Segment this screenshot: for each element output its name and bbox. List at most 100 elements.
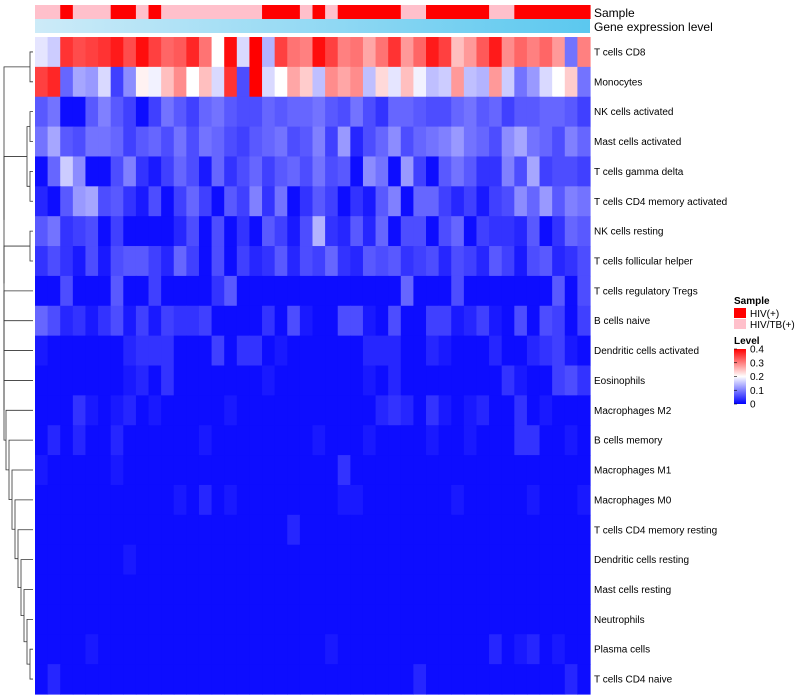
heatmap-cell bbox=[98, 126, 112, 158]
heatmap-cell bbox=[362, 425, 377, 456]
heatmap-cell bbox=[312, 425, 326, 456]
heatmap-cell bbox=[249, 514, 263, 546]
dendrogram-branch bbox=[20, 559, 33, 617]
heatmap-cell bbox=[476, 455, 490, 486]
heatmap-cell bbox=[312, 186, 326, 217]
heatmap-cell bbox=[72, 335, 87, 367]
heatmap-cell bbox=[198, 66, 213, 98]
heatmap-cell bbox=[489, 156, 503, 187]
heatmap-cell bbox=[451, 604, 465, 635]
heatmap-cell bbox=[501, 395, 515, 426]
heatmap-cell bbox=[413, 156, 427, 187]
heatmap-cell bbox=[514, 365, 528, 396]
heatmap-cell bbox=[362, 484, 377, 516]
heatmap-cell bbox=[186, 216, 200, 247]
heatmap-cell bbox=[262, 425, 276, 456]
heatmap-cell bbox=[249, 664, 263, 695]
heatmap-cell bbox=[299, 425, 314, 456]
heatmap-cell bbox=[35, 484, 49, 516]
heatmap-cell bbox=[274, 514, 288, 546]
heatmap-cell bbox=[451, 186, 465, 217]
heatmap-cell bbox=[173, 634, 187, 665]
heatmap-cell bbox=[299, 246, 314, 277]
heatmap-cell bbox=[463, 216, 478, 247]
heatmap-cell bbox=[224, 664, 238, 695]
heatmap-cell bbox=[262, 186, 276, 217]
heatmap-cell bbox=[173, 305, 187, 337]
heatmap-cell bbox=[325, 574, 339, 606]
heatmap-cell bbox=[375, 455, 389, 486]
heatmap-cell bbox=[60, 305, 74, 337]
heatmap-cell bbox=[451, 275, 465, 307]
heatmap-cell bbox=[161, 484, 175, 516]
sample-annotation-cell bbox=[463, 5, 478, 19]
heatmap-cell bbox=[211, 544, 225, 576]
heatmap-cell bbox=[463, 96, 478, 128]
heatmap-cell bbox=[72, 634, 87, 665]
heatmap-cell bbox=[564, 216, 578, 247]
heatmap-cell bbox=[514, 484, 528, 516]
heatmap-cell bbox=[186, 365, 200, 396]
heatmap-cell bbox=[274, 246, 288, 277]
heatmap-cell bbox=[451, 96, 465, 128]
heatmap-cell bbox=[85, 514, 99, 546]
heatmap-cell bbox=[526, 96, 541, 128]
heatmap-cell bbox=[337, 634, 351, 665]
heatmap-cell bbox=[426, 186, 440, 217]
heatmap-cell bbox=[287, 365, 301, 396]
heatmap-cell bbox=[249, 216, 263, 247]
heatmap-cell bbox=[552, 305, 566, 337]
heatmap-cell bbox=[35, 96, 49, 128]
heatmap-cell bbox=[85, 335, 99, 367]
heatmap-cell bbox=[552, 365, 566, 396]
heatmap-cell bbox=[148, 216, 162, 247]
heatmap-cell bbox=[110, 425, 124, 456]
heatmap-cell bbox=[287, 126, 301, 158]
heatmap-cell bbox=[438, 514, 452, 546]
dendrogram-branch bbox=[29, 111, 33, 142]
heatmap-cell bbox=[135, 664, 150, 695]
heatmap-cell bbox=[438, 216, 452, 247]
heatmap-cell bbox=[539, 305, 553, 337]
heatmap-cell bbox=[426, 216, 440, 247]
heatmap-cell bbox=[476, 335, 490, 367]
heatmap-cell bbox=[312, 305, 326, 337]
heatmap-cell bbox=[72, 156, 87, 187]
heatmap-cell bbox=[249, 604, 263, 635]
heatmap-cell bbox=[110, 335, 124, 367]
heatmap-cell bbox=[85, 66, 99, 98]
heatmap-cell bbox=[224, 246, 238, 277]
heatmap-cell bbox=[98, 305, 112, 337]
heatmap-cell bbox=[148, 604, 162, 635]
sample-annotation-cell bbox=[60, 5, 74, 19]
heatmap-cell bbox=[463, 37, 478, 68]
heatmap-cell bbox=[98, 216, 112, 247]
heatmap-cell bbox=[236, 604, 251, 635]
heatmap-cell bbox=[35, 395, 49, 426]
heatmap-cell bbox=[299, 455, 314, 486]
heatmap-cell bbox=[413, 544, 427, 576]
heatmap-cell bbox=[198, 37, 213, 68]
heatmap-cell bbox=[413, 634, 427, 665]
heatmap-cell bbox=[224, 395, 238, 426]
heatmap-cell bbox=[501, 664, 515, 695]
heatmap-cell bbox=[539, 395, 553, 426]
heatmap-cell bbox=[577, 305, 591, 337]
heatmap-cell bbox=[287, 574, 301, 606]
heatmap-cell bbox=[262, 96, 276, 128]
heatmap-cell bbox=[35, 186, 49, 217]
heatmap-cell bbox=[35, 305, 49, 337]
heatmap-cell bbox=[375, 66, 389, 98]
heatmap-cell bbox=[287, 156, 301, 187]
sample-annotation-cell bbox=[262, 5, 276, 19]
heatmap-cell bbox=[552, 664, 566, 695]
heatmap-cell bbox=[98, 425, 112, 456]
sample-annotation-bar bbox=[35, 5, 591, 19]
heatmap-cell bbox=[274, 335, 288, 367]
heatmap-cell bbox=[476, 365, 490, 396]
heatmap-cell bbox=[198, 664, 213, 695]
heatmap-cell bbox=[299, 216, 314, 247]
heatmap-cell bbox=[287, 484, 301, 516]
heatmap-cell bbox=[552, 544, 566, 576]
sample-annotation-cell bbox=[135, 5, 150, 19]
